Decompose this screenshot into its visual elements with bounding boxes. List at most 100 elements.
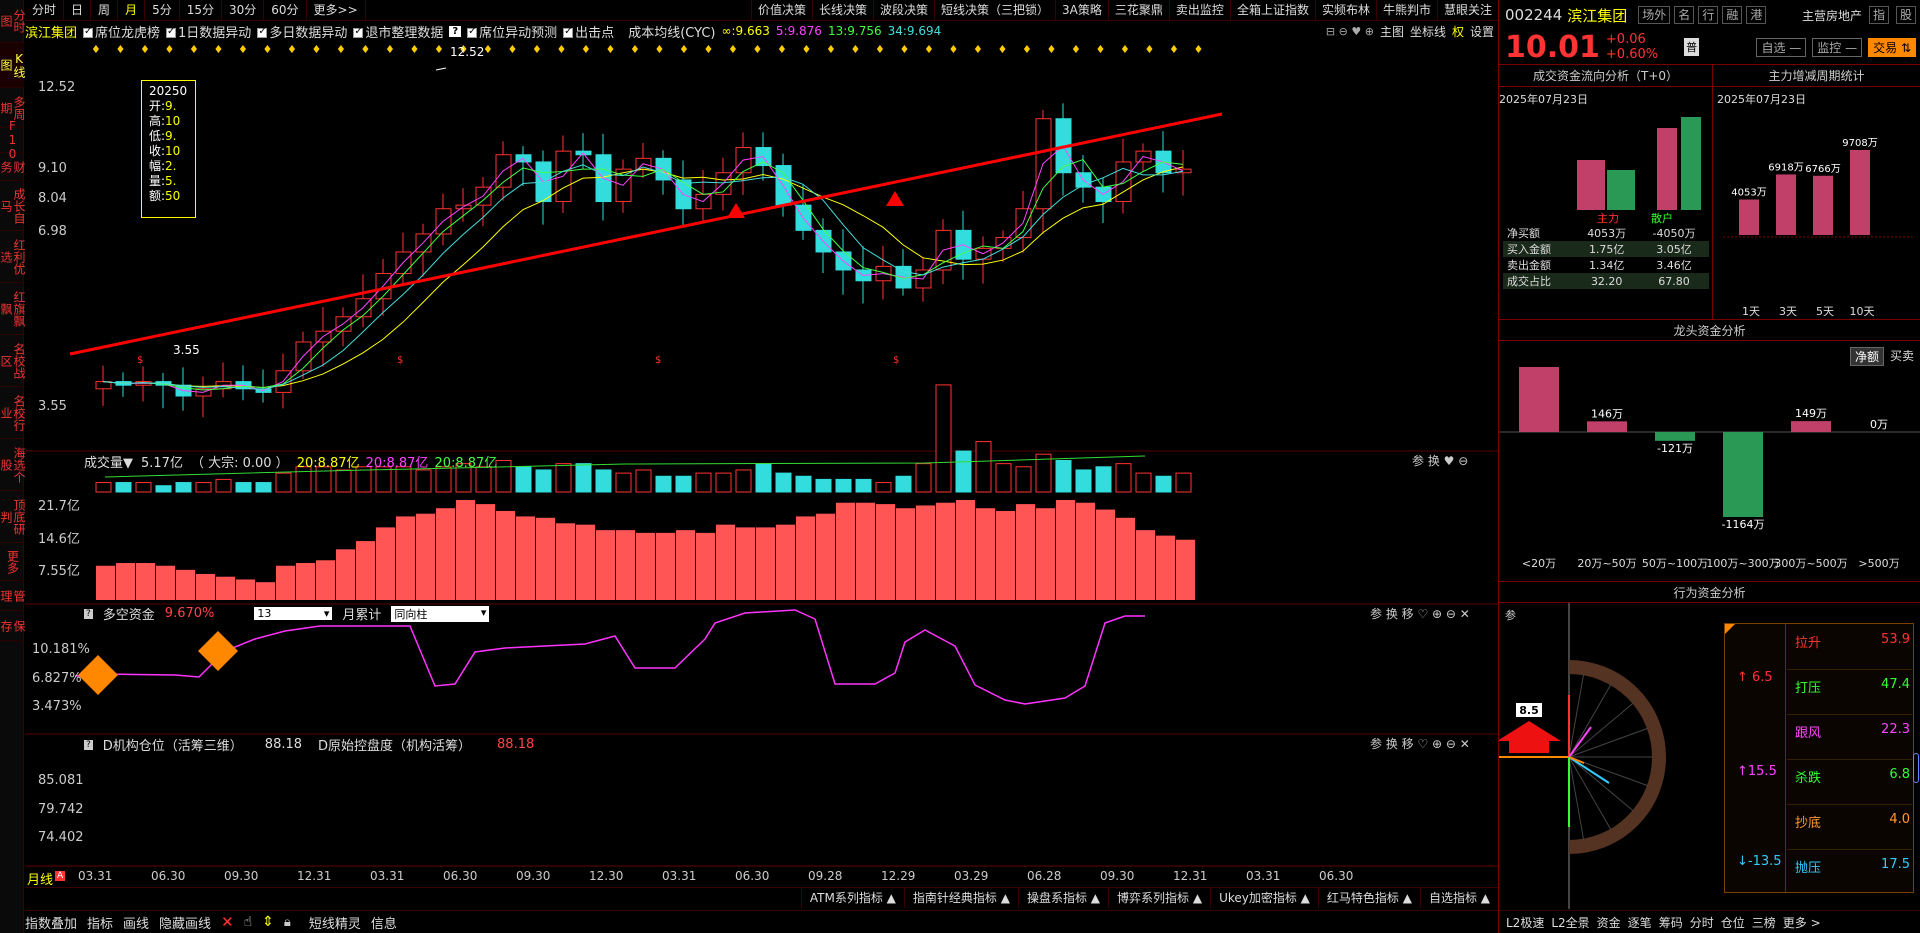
chart-tool[interactable]: 设置 — [1469, 24, 1494, 39]
signal-bulb-icon[interactable]: ♦ — [189, 43, 199, 56]
signal-bulb-icon[interactable]: ♦ — [998, 43, 1008, 56]
period-tab[interactable]: 15分 — [180, 0, 222, 20]
dividend-icon[interactable]: $ — [893, 355, 899, 366]
period-tab[interactable]: 日 — [64, 0, 92, 20]
trend-line[interactable] — [69, 112, 1223, 356]
tool-tab[interactable]: 三花聚鼎 — [1107, 0, 1169, 20]
status-draw[interactable]: 画线 — [123, 916, 150, 932]
signal-bulb-icon[interactable]: ♦ — [802, 43, 812, 56]
period-tab[interactable]: 周 — [91, 0, 119, 20]
signal-bulb-icon[interactable]: ♦ — [679, 43, 689, 56]
signal-bulb-icon[interactable]: ♦ — [287, 43, 297, 56]
signal-bulb-icon[interactable]: ♦ — [1145, 43, 1155, 56]
period-mode-badge[interactable]: A — [55, 871, 66, 881]
behavior-param[interactable]: 参 — [1505, 609, 1516, 622]
chart-window-controls[interactable]: ⊟ ⊖ ♥ ⊕ — [1325, 24, 1374, 38]
right-tab[interactable]: 三榜 — [1751, 915, 1776, 930]
checkbox-icon[interactable] — [83, 26, 94, 38]
left-nav-item[interactable]: 分时图 — [0, 0, 26, 43]
signal-bulb-icon[interactable]: ♦ — [508, 43, 518, 56]
checkbox-icon[interactable] — [353, 26, 364, 38]
signal-bulb-icon[interactable]: ♦ — [728, 43, 738, 56]
signal-bulb-icon[interactable]: ♦ — [361, 43, 371, 56]
option-checkbox[interactable]: 席位异动预测 — [467, 22, 557, 41]
period-tab[interactable]: 5分 — [145, 0, 180, 20]
monitor-button[interactable]: 监控 — — [1812, 37, 1863, 57]
tool-tab[interactable]: 价值决策 — [750, 0, 812, 20]
chart-tool[interactable]: 坐标线 — [1409, 24, 1446, 39]
signal-bulb-icon[interactable]: ♦ — [851, 43, 861, 56]
money-select-1[interactable]: 13 ▾ — [254, 607, 333, 620]
hand-icon[interactable]: ☝ — [243, 914, 253, 930]
dividend-icon[interactable]: $ — [397, 355, 403, 366]
option-checkbox[interactable]: 席位龙虎榜 — [83, 22, 160, 41]
left-nav-item[interactable]: 红旗飘飘 — [0, 283, 26, 335]
checkbox-icon[interactable] — [257, 26, 268, 38]
watch-button[interactable]: 自选 — — [1756, 37, 1807, 57]
quick-button[interactable]: 场外 — [1638, 6, 1671, 24]
left-nav-item[interactable]: 更多 — [0, 543, 24, 581]
left-nav-item[interactable]: 名校行业 — [0, 387, 26, 439]
checkbox-icon[interactable] — [563, 26, 574, 38]
signal-bulb-icon[interactable]: ♦ — [1194, 43, 1204, 56]
signal-bulb-icon[interactable]: ♦ — [116, 43, 126, 56]
status-indicator[interactable]: 指标 — [87, 916, 114, 932]
buy-signal-icon[interactable] — [727, 203, 745, 218]
delete-icon[interactable]: ✕ — [221, 913, 234, 931]
chart-tool[interactable]: 权 — [1451, 24, 1464, 39]
dividend-icon[interactable]: $ — [655, 355, 661, 366]
signal-bulb-icon[interactable]: ♦ — [777, 43, 787, 56]
status-elf[interactable]: 短线精灵 — [308, 916, 361, 932]
trade-button[interactable]: 交易 ⇅ — [1868, 37, 1916, 57]
signal-bulb-icon[interactable]: ♦ — [1169, 43, 1179, 56]
option-checkbox[interactable]: 1日数据异动 — [166, 22, 251, 41]
lock-icon[interactable]: 🔒︎ — [283, 914, 291, 930]
tool-tab[interactable]: 牛熊判市 — [1375, 0, 1437, 20]
quick-button[interactable]: 港 — [1746, 6, 1767, 24]
tool-tab[interactable]: 全箱上证指数 — [1229, 0, 1315, 20]
signal-bulb-icon[interactable]: ♦ — [949, 43, 959, 56]
indicator-tab[interactable]: Ukey加密指标 ▲ — [1210, 888, 1318, 908]
indicator-tab[interactable]: 指南针经典指标 ▲ — [903, 888, 1018, 908]
indicator-tab[interactable]: 红马特色指标 ▲ — [1317, 888, 1420, 908]
volume-panel-tools[interactable]: 参 换 ♥ ⊖ — [1412, 454, 1469, 468]
tool-tab[interactable]: 短线决策（三把锁） — [934, 0, 1055, 20]
signal-bulb-icon[interactable]: ♦ — [1096, 43, 1106, 56]
signal-bulb-icon[interactable]: ♦ — [336, 43, 346, 56]
left-nav-item[interactable]: 保存 — [0, 611, 26, 641]
left-nav-item[interactable]: 海选个股 — [0, 439, 26, 491]
chart-area[interactable]: ♦ ♦ ♦ ♦ ♦ ♦ ♦ ♦ ♦ ♦ ♦ ♦ ♦ ♦ ♦ ♦ ♦ ♦ ♦ ♦ ♦ ♦ ♦ ♦ ♦ ♦ ♦ ♦ ♦ ♦ ♦ ♦ ♦ ♦ ♦ ♦ ♦ ♦ ♦ ♦… — [25, 41, 1498, 887]
signal-bulb-icon[interactable]: ♦ — [385, 43, 395, 56]
period-tab[interactable]: 月 — [118, 0, 146, 20]
signal-bulb-icon[interactable]: ♦ — [581, 43, 591, 56]
right-tab[interactable]: 仓位 — [1720, 915, 1745, 930]
scrollbar[interactable] — [1913, 753, 1919, 783]
checkbox-icon[interactable] — [166, 26, 177, 38]
signal-bulb-icon[interactable]: ♦ — [826, 43, 836, 56]
tool-tab[interactable]: 卖出监控 — [1168, 0, 1230, 20]
signal-bulb-icon[interactable]: ♦ — [753, 43, 763, 56]
signal-bulb-icon[interactable]: ♦ — [1120, 43, 1130, 56]
left-nav-item[interactable]: 名校战区 — [0, 335, 26, 387]
right-tab[interactable]: 筹码 — [1658, 915, 1683, 930]
signal-diamond-icon[interactable] — [198, 631, 238, 671]
buy-signal-icon[interactable] — [886, 191, 904, 206]
signal-bulb-icon[interactable]: ♦ — [630, 43, 640, 56]
left-nav-item[interactable]: 多周期 — [0, 88, 26, 128]
signal-bulb-icon[interactable]: ♦ — [655, 43, 665, 56]
vertical-arrows-icon[interactable]: ⇕ — [262, 914, 274, 930]
signal-bulb-icon[interactable]: ♦ — [1047, 43, 1057, 56]
quick-button[interactable]: 融 — [1722, 6, 1743, 24]
left-nav-item[interactable]: F10 — [0, 119, 24, 161]
stock-button[interactable]: 股 — [1895, 6, 1916, 24]
signal-bulb-icon[interactable]: ♦ — [263, 43, 273, 56]
industry[interactable]: 主营房地产 — [1801, 8, 1862, 23]
status-hide-draw[interactable]: 隐藏画线 — [159, 916, 212, 932]
right-tab[interactable]: 资金 — [1596, 915, 1621, 930]
tool-tab[interactable]: 3A策略 — [1055, 0, 1108, 20]
indicator-tab[interactable]: 操盘系指标 ▲ — [1017, 888, 1108, 908]
status-overlay[interactable]: 指数叠加 — [25, 916, 78, 932]
left-nav-item[interactable]: K线图 — [0, 43, 26, 88]
right-tab[interactable]: 逐笔 — [1627, 915, 1652, 930]
period-tab[interactable]: 更多>> — [307, 0, 366, 20]
